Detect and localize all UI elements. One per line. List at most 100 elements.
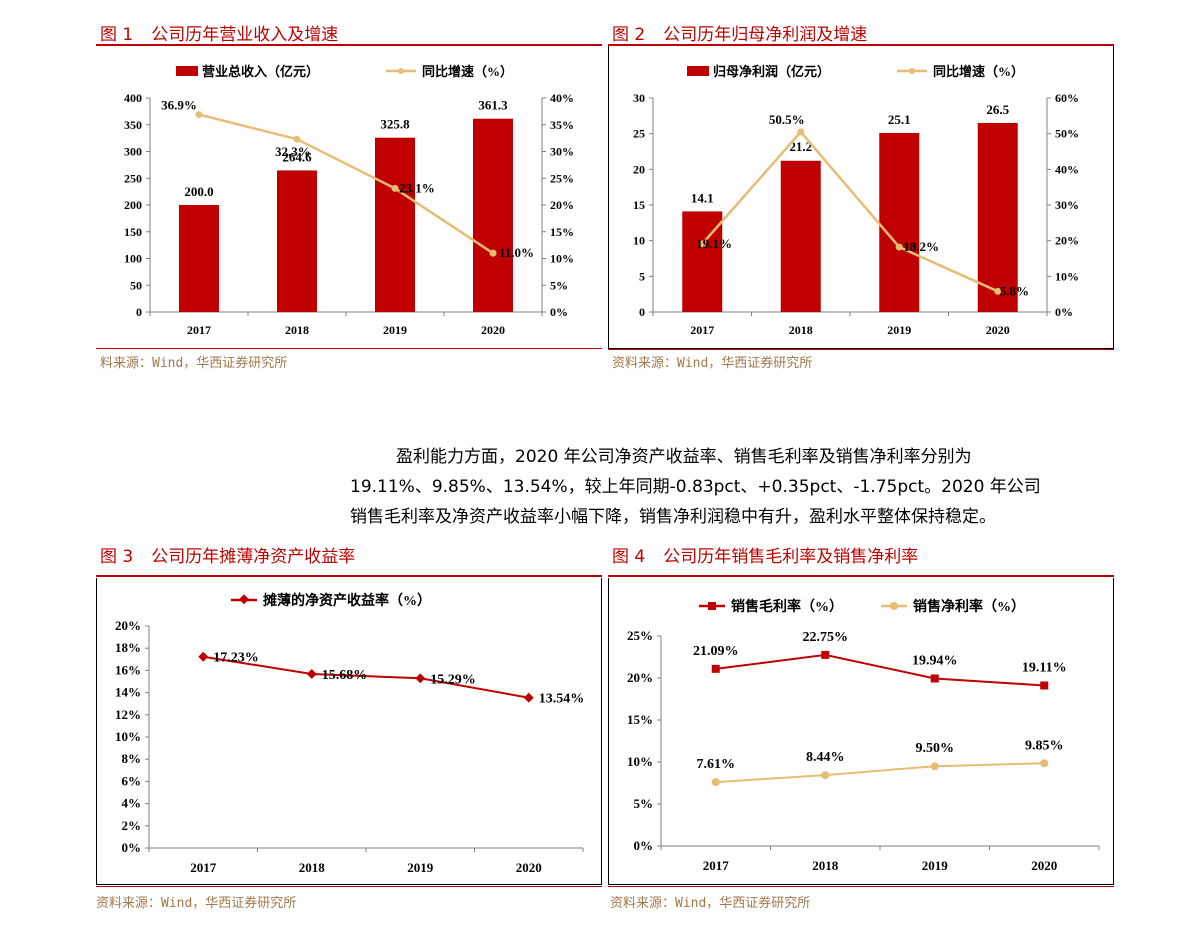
left-tick-label: 250 <box>124 171 142 185</box>
series-0-point-2017 <box>711 664 720 673</box>
paragraph-line-1: 盈利能力方面，2020 年公司净资产收益率、销售毛利率及销售净利率分别为 <box>396 447 972 467</box>
series-0-label-2019: 15.29% <box>430 672 476 687</box>
figure-2-bottom-rule <box>608 349 1114 350</box>
legend-line-marker <box>909 68 915 74</box>
growth-point-2017 <box>195 111 203 119</box>
figure-3-top-rule <box>96 575 602 577</box>
right-tick-label: 30% <box>550 145 574 159</box>
series-0-label-2017: 17.23% <box>213 651 259 666</box>
left-tick-label: 20 <box>633 162 645 176</box>
right-tick-label: 5% <box>550 278 568 292</box>
bar-label-2017: 14.1 <box>691 190 714 205</box>
figure-1-title: 图 1 公司历年营业收入及增速 <box>100 20 338 45</box>
x-tick-label: 2017 <box>690 323 714 337</box>
x-tick-label: 2020 <box>481 323 505 337</box>
figure-2-source: 资料来源：Wind，华西证券研究所 <box>612 356 813 371</box>
paragraph-line-2: 19.11%、9.85%、13.54%，较上年同期-0.83pct、+0.35p… <box>350 477 1041 497</box>
x-tick-label: 2017 <box>190 860 217 875</box>
y-tick-label: 20% <box>627 670 653 685</box>
series-0-label-2019: 19.94% <box>912 654 958 669</box>
growth-point-2018 <box>797 128 805 136</box>
figure-4-panel: 销售毛利率（%） 销售净利率（%） 0% 5% 10% 15% 20% 25% 2017 2018… <box>608 578 1114 885</box>
left-tick-label: 25 <box>633 127 645 141</box>
figure-4-title: 图 4 公司历年销售毛利率及销售净利率 <box>612 542 918 567</box>
bar-label-2020: 26.5 <box>986 102 1009 117</box>
figure-4-caption: 公司历年销售毛利率及销售净利率 <box>663 547 919 567</box>
figure-4-bottom-rule <box>608 886 1114 887</box>
y-tick-label: 4% <box>122 796 142 811</box>
legend-line-marker <box>398 68 404 74</box>
series-0-point-2019 <box>415 673 426 684</box>
legend-marker-0 <box>239 594 249 605</box>
left-tick-label: 300 <box>124 145 142 159</box>
legend-label-1: 销售净利率（%） <box>913 598 1025 615</box>
x-tick-label: 2017 <box>703 858 730 873</box>
y-tick-label: 6% <box>122 773 142 788</box>
left-tick-label: 30 <box>633 91 645 105</box>
right-tick-label: 40% <box>1055 162 1079 176</box>
figure-4-number: 图 4 <box>612 547 646 567</box>
series-0-point-2020 <box>1040 681 1049 690</box>
series-line-1 <box>715 762 1045 784</box>
figure-3-panel: 摊薄的净资产收益率（%） 0% 2% 4% 6% 8% 10% 12% 14% 16% 18% 20%… <box>96 578 602 885</box>
series-0-point-2018 <box>821 650 830 659</box>
y-tick-label: 12% <box>115 707 141 722</box>
series-1-point-2018 <box>821 771 830 780</box>
x-tick-label: 2018 <box>789 323 813 337</box>
figure-1-chart: 营业总收入（亿元） 同比增速（%） 0 50 100 150 200 250 300 350 400… <box>124 64 574 337</box>
right-tick-label: 50% <box>1055 127 1079 141</box>
bar-label-2017: 200.0 <box>184 184 213 199</box>
left-tick-label: 400 <box>124 91 142 105</box>
right-tick-label: 40% <box>550 91 574 105</box>
growth-label-2018: 50.5% <box>769 112 805 127</box>
y-tick-label: 18% <box>115 640 141 655</box>
figure-2-top-rule <box>608 44 1114 46</box>
bar-2019 <box>879 132 920 312</box>
right-tick-label: 35% <box>550 118 574 132</box>
left-tick-label: 0 <box>136 305 142 319</box>
right-tick-label: 10% <box>550 252 574 266</box>
series-0-point-2020 <box>523 692 534 703</box>
figure-1-bottom-rule <box>96 348 602 349</box>
x-tick-label: 2020 <box>986 323 1010 337</box>
y-tick-label: 0% <box>634 838 654 853</box>
legend-bar-label: 归母净利润（亿元） <box>713 64 830 79</box>
series-0-point-2019 <box>930 674 939 683</box>
y-tick-label: 2% <box>122 818 142 833</box>
figure-2-number: 图 2 <box>612 25 646 45</box>
figure-2-panel: 归母净利润（亿元） 同比增速（%） 0 5 10 15 20 25 30 0% 10% 20% 30% 4… <box>608 46 1114 349</box>
series-1-label-2020: 9.85% <box>1025 738 1064 753</box>
x-tick-label: 2019 <box>407 860 434 875</box>
legend-line-label: 同比增速（%） <box>933 64 1024 79</box>
y-tick-label: 20% <box>115 618 141 633</box>
legend-label-0: 销售毛利率（%） <box>731 598 843 615</box>
x-tick-label: 2019 <box>922 858 949 873</box>
y-tick-label: 25% <box>627 628 653 643</box>
left-tick-label: 150 <box>124 225 142 239</box>
growth-label-2019: 23.1% <box>399 180 435 195</box>
figure-1-source: 料来源：Wind，华西证券研究所 <box>100 356 288 371</box>
figure-4-source: 资料来源：Wind，华西证券研究所 <box>610 896 811 911</box>
figure-2-caption: 公司历年归母净利润及增速 <box>663 25 868 45</box>
x-tick-label: 2018 <box>299 860 326 875</box>
bar-label-2018: 21.2 <box>789 139 812 154</box>
bar-label-2019: 325.8 <box>380 117 410 132</box>
right-tick-label: 0% <box>550 305 568 319</box>
series-0-label-2020: 13.54% <box>539 692 585 707</box>
y-tick-label: 8% <box>122 751 142 766</box>
growth-point-2019 <box>391 184 399 192</box>
figure-1-panel: 营业总收入（亿元） 同比增速（%） 0 50 100 150 200 250 300 350 400… <box>96 46 602 348</box>
figure-1-caption: 公司历年营业收入及增速 <box>151 25 339 45</box>
y-tick-label: 5% <box>634 796 654 811</box>
legend-bar-label: 营业总收入（亿元） <box>202 64 319 79</box>
y-tick-label: 16% <box>115 662 141 677</box>
left-tick-label: 350 <box>124 118 142 132</box>
y-tick-label: 10% <box>627 754 653 769</box>
growth-point-2017 <box>698 240 706 248</box>
legend-marker-1 <box>890 602 898 610</box>
growth-label-2020: 5.8% <box>1000 283 1029 298</box>
bar-label-2018: 264.6 <box>282 149 312 164</box>
figure-4-top-rule <box>608 575 1114 577</box>
x-tick-label: 2017 <box>187 323 211 337</box>
bar-2019 <box>375 137 415 312</box>
